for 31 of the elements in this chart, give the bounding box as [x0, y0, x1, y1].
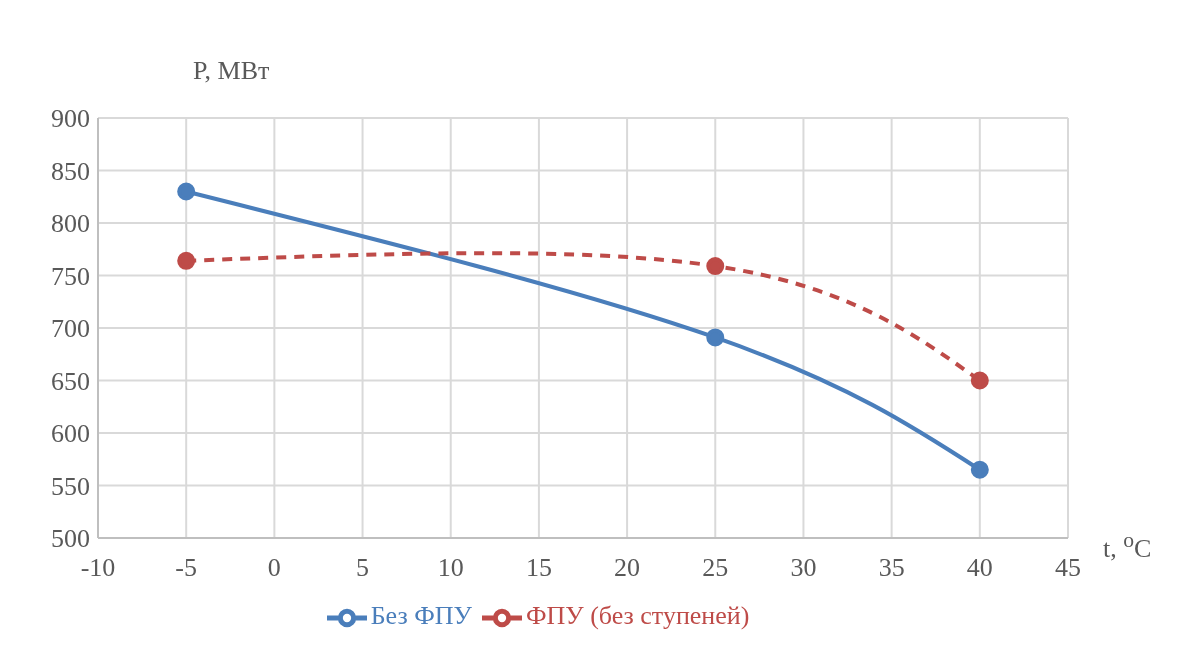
x-tick-label: 45 [1055, 553, 1081, 583]
y-tick-label: 650 [51, 366, 90, 396]
point [970, 460, 989, 479]
y-tick-label: 700 [51, 314, 90, 344]
x-tick-label: 25 [702, 553, 729, 583]
point [706, 257, 725, 276]
x-tick-label: 35 [878, 553, 905, 583]
y-tick-label: 900 [51, 104, 90, 134]
x-tick-label: 5 [356, 553, 370, 583]
y-axis-title: P, МВт [193, 56, 270, 86]
point [970, 371, 989, 390]
y-tick-label: 550 [51, 471, 90, 501]
point [706, 328, 725, 347]
x-tick-label: -10 [80, 553, 116, 583]
y-tick-label: 500 [51, 524, 90, 554]
y-tick-label: 850 [51, 156, 90, 186]
legend-label: Без ФПУ [370, 600, 472, 630]
point [177, 182, 196, 201]
point [177, 251, 196, 270]
x-tick-label: -5 [175, 553, 198, 583]
x-tick-label: 0 [267, 553, 281, 583]
x-axis-title: t, $^{o}$C [1103, 528, 1152, 564]
x-tick-label: 20 [614, 553, 641, 583]
y-tick-label: 600 [51, 419, 90, 449]
x-tick-label: 30 [790, 553, 817, 583]
legend-label: ФПУ (без ступеней) [525, 600, 750, 630]
y-tick-label: 750 [51, 261, 90, 291]
x-tick-label: 40 [966, 553, 993, 583]
x-tick-label: 10 [437, 553, 464, 583]
y-tick-label: 800 [51, 209, 90, 239]
x-tick-label: 15 [525, 553, 552, 583]
